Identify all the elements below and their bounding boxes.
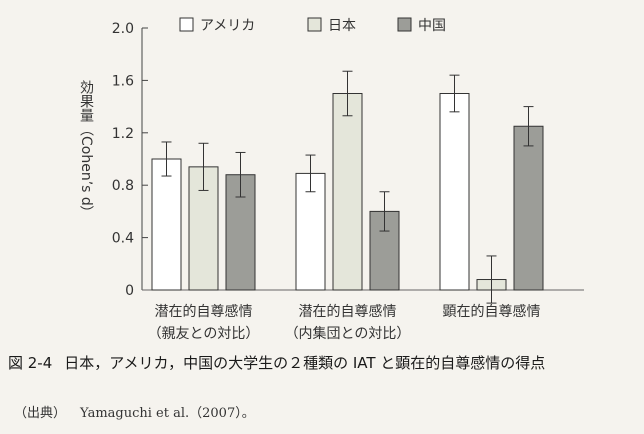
- x-axis-labels: 潜在的自尊感情 （親友との対比） 潜在的自尊感情 （内集団との対比） 顕在的自尊感情: [148, 303, 541, 342]
- legend-label: アメリカ: [200, 18, 255, 34]
- y-tick-label: 0.8: [112, 178, 134, 194]
- y-tick-label: 2.0: [112, 21, 134, 37]
- x-category-label: 顕在的自尊感情: [443, 303, 541, 320]
- legend-swatch: [397, 17, 412, 32]
- legend-label: 日本: [328, 18, 356, 34]
- figure-number: 図 2-4: [8, 354, 53, 372]
- y-tick-label: 1.6: [112, 73, 134, 89]
- x-category-label: （内集団との対比）: [285, 325, 411, 342]
- y-tick-label: 1.2: [112, 126, 134, 142]
- bar-groups: [151, 70, 544, 304]
- x-category-label: 潜在的自尊感情: [299, 303, 397, 320]
- legend: アメリカ 日本 中国: [179, 17, 446, 34]
- bar-chart: 0 0.4 0.8 1.2 1.6 2.0 潜在的自尊感情 （親友との対比） 潜在的自尊感情 （…: [78, 17, 584, 342]
- y-axis-label: 効果量（Cohen’s d）: [78, 80, 94, 220]
- bar: [513, 125, 544, 291]
- y-tick-label: 0.4: [112, 231, 134, 247]
- bar: [439, 93, 470, 291]
- y-tick-label: 0: [125, 283, 134, 299]
- bar: [295, 172, 326, 291]
- figure-source: （出典） Yamaguchi et al.（2007）。: [14, 402, 255, 421]
- legend-swatch: [307, 17, 322, 32]
- x-category-label: 潜在的自尊感情: [155, 303, 253, 320]
- bar: [151, 158, 182, 291]
- bar: [332, 93, 363, 291]
- source-label: （出典）: [14, 406, 67, 421]
- source-text: Yamaguchi et al.（2007）。: [80, 406, 255, 421]
- y-axis-title: 効果量（Cohen’s d）: [78, 80, 94, 220]
- legend-label: 中国: [418, 18, 446, 34]
- legend-swatch: [179, 17, 194, 32]
- figure-caption: 図 2-4 日本，アメリカ，中国の大学生の２種類の IAT と顕在的自尊感情の得点: [8, 352, 636, 374]
- figure-caption-text: 日本，アメリカ，中国の大学生の２種類の IAT と顕在的自尊感情の得点: [64, 354, 546, 372]
- x-category-label: （親友との対比）: [148, 326, 260, 342]
- y-axis: 0 0.4 0.8 1.2 1.6 2.0: [112, 21, 584, 299]
